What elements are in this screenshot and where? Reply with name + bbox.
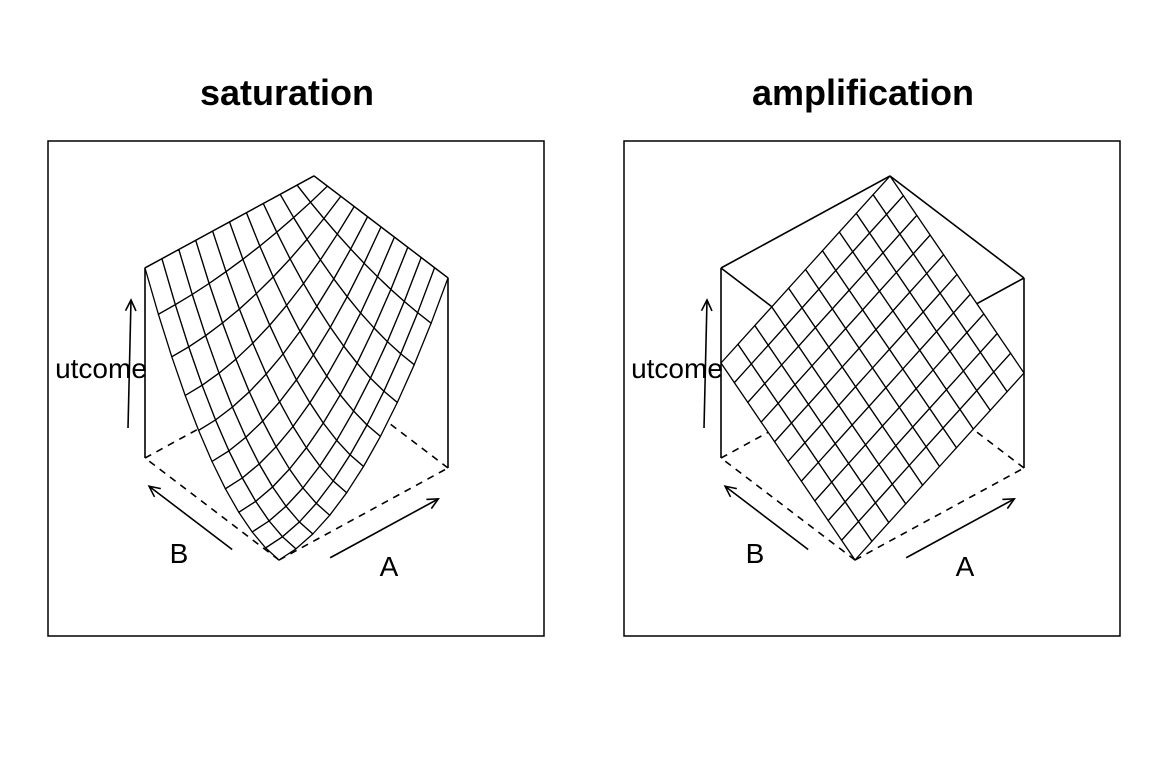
y-axis-label: B bbox=[170, 538, 189, 569]
box-edge bbox=[889, 175, 1025, 279]
arrow-a-shaft bbox=[905, 498, 1015, 559]
arrow-a bbox=[905, 498, 1016, 559]
arrow-z bbox=[124, 298, 137, 429]
arrow-b-head bbox=[723, 485, 737, 498]
arrow-z bbox=[700, 298, 713, 429]
arrow-a-shaft bbox=[329, 498, 439, 559]
surface-facet bbox=[264, 536, 297, 561]
box-edge-hidden bbox=[854, 467, 1025, 561]
box-edge-hidden bbox=[144, 457, 280, 561]
arrow-b-head bbox=[147, 485, 161, 498]
arrow-z-head bbox=[700, 298, 713, 312]
arrow-b bbox=[147, 485, 233, 551]
x-axis-label: A bbox=[956, 551, 975, 582]
arrow-a-head bbox=[426, 498, 440, 510]
arrow-a-head bbox=[1002, 498, 1016, 510]
panel-amplification: utcome B A bbox=[623, 140, 1121, 637]
arrow-z-shaft bbox=[127, 299, 132, 429]
chart-title-amplification: amplification bbox=[751, 72, 975, 113]
arrow-b-shaft bbox=[724, 485, 809, 551]
arrow-b-shaft bbox=[148, 485, 233, 551]
box-edge-hidden bbox=[278, 467, 449, 561]
z-axis-label: utcome bbox=[55, 353, 147, 384]
plot-frame bbox=[623, 140, 1121, 637]
chart-title-saturation: saturation bbox=[199, 72, 375, 113]
surface-mesh bbox=[144, 175, 449, 561]
surface-mesh bbox=[720, 175, 1025, 561]
arrow-a bbox=[329, 498, 440, 559]
plot-frame bbox=[47, 140, 545, 637]
box-edge-hidden bbox=[720, 457, 856, 561]
panel-saturation: utcome B A bbox=[47, 140, 545, 637]
axis-arrows bbox=[700, 298, 1016, 559]
axis-arrows bbox=[124, 298, 440, 559]
arrow-z-head bbox=[124, 298, 137, 312]
arrow-z-shaft bbox=[703, 299, 708, 429]
y-axis-label: B bbox=[746, 538, 765, 569]
box-edge bbox=[720, 175, 891, 269]
x-axis-label: A bbox=[380, 551, 399, 582]
surface-facet bbox=[840, 520, 873, 561]
z-axis-label: utcome bbox=[631, 353, 723, 384]
arrow-b bbox=[723, 485, 809, 551]
